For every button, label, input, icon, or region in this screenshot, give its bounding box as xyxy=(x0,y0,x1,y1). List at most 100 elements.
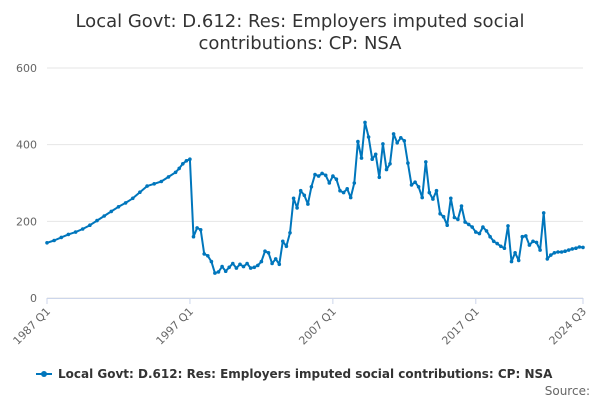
data-point[interactable] xyxy=(373,152,378,157)
data-point[interactable] xyxy=(452,215,457,220)
data-point[interactable] xyxy=(477,231,482,236)
data-point[interactable] xyxy=(524,234,528,238)
data-point[interactable] xyxy=(177,166,181,171)
data-point[interactable] xyxy=(334,177,339,181)
data-point[interactable] xyxy=(209,259,214,264)
data-point[interactable] xyxy=(427,190,432,195)
data-point[interactable] xyxy=(341,190,346,195)
data-point[interactable] xyxy=(424,160,428,164)
data-point[interactable] xyxy=(420,195,425,200)
data-point[interactable] xyxy=(570,247,575,251)
data-point[interactable] xyxy=(291,196,296,201)
data-point[interactable] xyxy=(102,214,106,218)
data-point[interactable] xyxy=(513,251,517,255)
data-point[interactable] xyxy=(381,142,385,146)
data-point[interactable] xyxy=(574,246,578,250)
data-point[interactable] xyxy=(277,262,282,267)
data-point[interactable] xyxy=(377,175,382,180)
data-point[interactable] xyxy=(331,174,335,178)
data-point[interactable] xyxy=(66,232,71,237)
data-point[interactable] xyxy=(202,252,206,256)
data-point[interactable] xyxy=(298,188,303,193)
data-point[interactable] xyxy=(563,249,567,253)
data-point[interactable] xyxy=(198,228,203,232)
data-point[interactable] xyxy=(45,241,49,245)
data-point[interactable] xyxy=(431,197,435,201)
data-point[interactable] xyxy=(527,243,532,247)
data-point[interactable] xyxy=(80,227,85,231)
data-point[interactable] xyxy=(173,170,178,175)
data-point[interactable] xyxy=(581,245,585,250)
data-point[interactable] xyxy=(516,258,521,263)
data-point[interactable] xyxy=(552,251,557,255)
data-point[interactable] xyxy=(302,193,307,198)
data-point[interactable] xyxy=(388,162,392,166)
data-point[interactable] xyxy=(531,239,535,244)
data-point[interactable] xyxy=(166,175,171,179)
data-point[interactable] xyxy=(549,253,553,257)
data-point[interactable] xyxy=(73,230,78,234)
data-point[interactable] xyxy=(363,120,367,125)
data-point[interactable] xyxy=(263,249,267,253)
data-point[interactable] xyxy=(434,188,439,193)
data-point[interactable] xyxy=(348,195,353,200)
data-point[interactable] xyxy=(273,257,278,261)
data-point[interactable] xyxy=(316,174,321,178)
data-point[interactable] xyxy=(456,217,460,222)
data-point[interactable] xyxy=(241,264,246,269)
data-point[interactable] xyxy=(188,157,192,161)
data-point[interactable] xyxy=(416,185,421,189)
data-point[interactable] xyxy=(131,196,135,201)
data-point[interactable] xyxy=(288,231,292,235)
data-point[interactable] xyxy=(463,220,467,224)
data-point[interactable] xyxy=(406,161,410,165)
data-point[interactable] xyxy=(109,209,114,214)
data-point[interactable] xyxy=(356,139,360,144)
data-point[interactable] xyxy=(59,235,64,240)
data-point[interactable] xyxy=(216,270,221,274)
data-point[interactable] xyxy=(495,241,500,246)
data-point[interactable] xyxy=(577,245,582,249)
data-point[interactable] xyxy=(466,222,471,227)
data-point[interactable] xyxy=(152,182,156,186)
data-point[interactable] xyxy=(370,157,375,161)
data-point[interactable] xyxy=(556,250,560,254)
data-point[interactable] xyxy=(438,211,442,216)
data-point[interactable] xyxy=(95,218,99,223)
data-point[interactable] xyxy=(52,238,56,243)
data-point[interactable] xyxy=(309,185,314,189)
data-point[interactable] xyxy=(491,239,496,244)
data-point[interactable] xyxy=(474,230,478,234)
data-point[interactable] xyxy=(231,261,235,266)
data-point[interactable] xyxy=(295,206,299,210)
data-point[interactable] xyxy=(88,223,92,227)
legend-item-label[interactable]: Local Govt: D.612: Res: Employers impute… xyxy=(58,367,553,381)
data-point[interactable] xyxy=(534,240,539,245)
data-point[interactable] xyxy=(238,262,242,267)
data-point[interactable] xyxy=(116,205,121,209)
data-point[interactable] xyxy=(138,190,142,194)
data-point[interactable] xyxy=(266,251,271,255)
data-point[interactable] xyxy=(255,263,260,268)
legend[interactable]: Local Govt: D.612: Res: Employers impute… xyxy=(36,367,553,381)
data-point[interactable] xyxy=(252,265,257,270)
data-point[interactable] xyxy=(484,229,489,233)
data-point[interactable] xyxy=(509,259,514,264)
data-point[interactable] xyxy=(499,244,503,249)
data-point[interactable] xyxy=(270,261,274,266)
data-point[interactable] xyxy=(245,261,249,266)
data-point[interactable] xyxy=(281,239,285,244)
data-point[interactable] xyxy=(488,234,492,239)
data-point[interactable] xyxy=(313,172,317,177)
data-point[interactable] xyxy=(395,141,400,145)
data-point[interactable] xyxy=(502,246,507,250)
data-point[interactable] xyxy=(413,180,417,184)
data-point[interactable] xyxy=(284,244,289,249)
data-point[interactable] xyxy=(323,173,328,178)
data-point[interactable] xyxy=(248,266,253,270)
data-point[interactable] xyxy=(223,269,228,274)
data-point[interactable] xyxy=(195,226,199,230)
data-point[interactable] xyxy=(566,248,571,252)
data-point[interactable] xyxy=(227,265,231,270)
data-point[interactable] xyxy=(409,183,414,187)
